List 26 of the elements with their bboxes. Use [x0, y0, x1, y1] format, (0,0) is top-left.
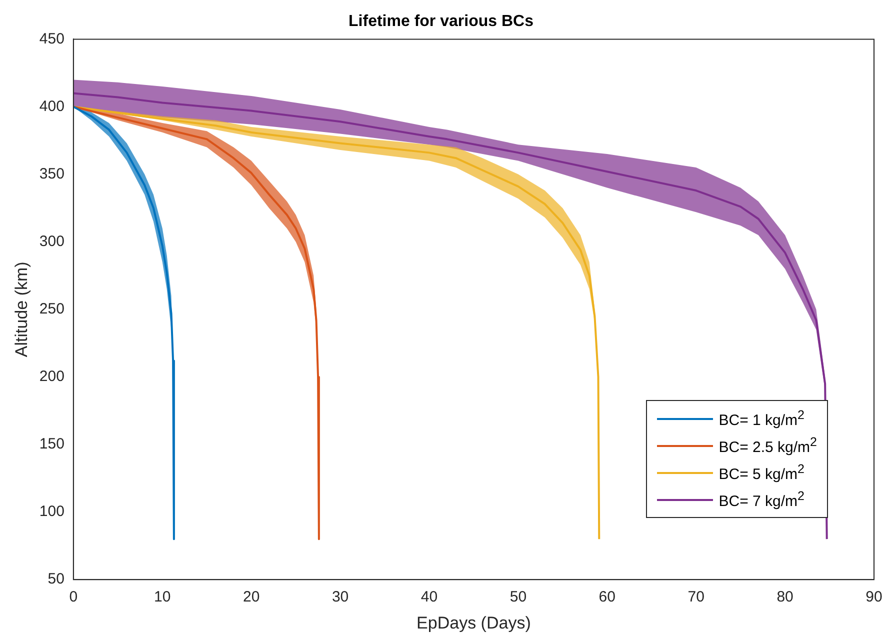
- y-axis-title: Altitude (km): [12, 262, 31, 358]
- legend-label: BC= 1 kg/m$^{2}$: [718, 408, 804, 429]
- x-tick-label: 0: [69, 588, 78, 606]
- x-tick-label: 20: [242, 588, 260, 606]
- x-tick-label: 10: [154, 588, 171, 606]
- legend-label: BC= 2.5 kg/m$^{2}$: [718, 435, 817, 456]
- x-tick-label: 30: [332, 588, 349, 606]
- y-tick-label: 250: [39, 300, 64, 318]
- y-tick-label: 100: [39, 503, 64, 520]
- x-tick-label: 80: [776, 588, 794, 606]
- y-tick-label: 200: [39, 368, 64, 386]
- y-tick-label: 150: [39, 436, 64, 453]
- x-tick-label: 50: [510, 588, 527, 606]
- x-tick-label: 60: [598, 588, 616, 606]
- chart-title: Lifetime for various BCs: [348, 13, 534, 30]
- y-tick-label: 50: [48, 570, 64, 588]
- x-tick-label: 90: [866, 588, 882, 606]
- legend-label: BC= 5 kg/m$^{2}$: [718, 462, 804, 483]
- x-tick-label: 70: [688, 588, 704, 606]
- y-tick-label: 350: [39, 165, 64, 182]
- y-tick-label: 400: [39, 98, 64, 115]
- x-tick-label: 40: [420, 588, 438, 606]
- y-tick-label: 450: [39, 30, 64, 48]
- legend-label: BC= 7 kg/m$^{2}$: [718, 489, 804, 510]
- y-tick-label: 300: [39, 232, 64, 250]
- x-axis-title: EpDays (Days): [416, 613, 531, 632]
